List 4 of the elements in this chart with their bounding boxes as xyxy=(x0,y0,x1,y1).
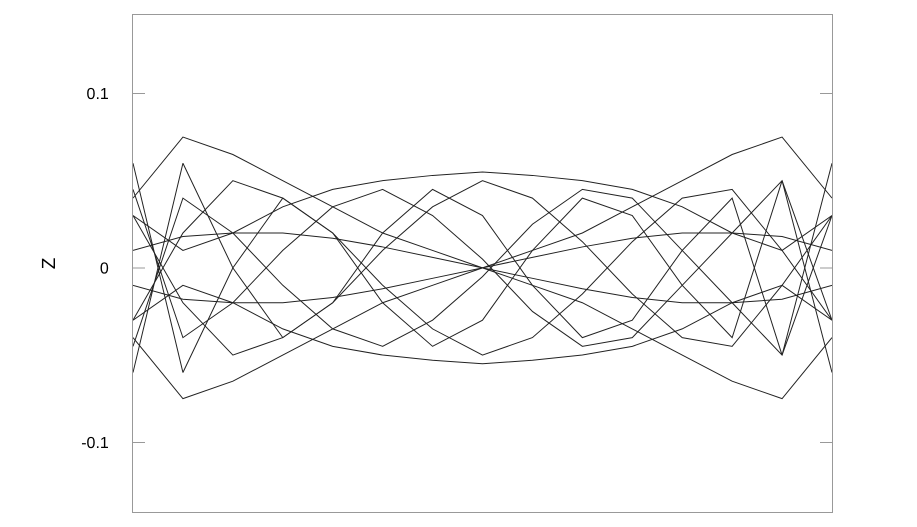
y-tick-label: -0.1 xyxy=(81,434,109,452)
y-tick-label: 0 xyxy=(100,260,109,278)
y-tick-label: 0.1 xyxy=(86,86,109,104)
y-axis-title: Z xyxy=(39,257,60,270)
